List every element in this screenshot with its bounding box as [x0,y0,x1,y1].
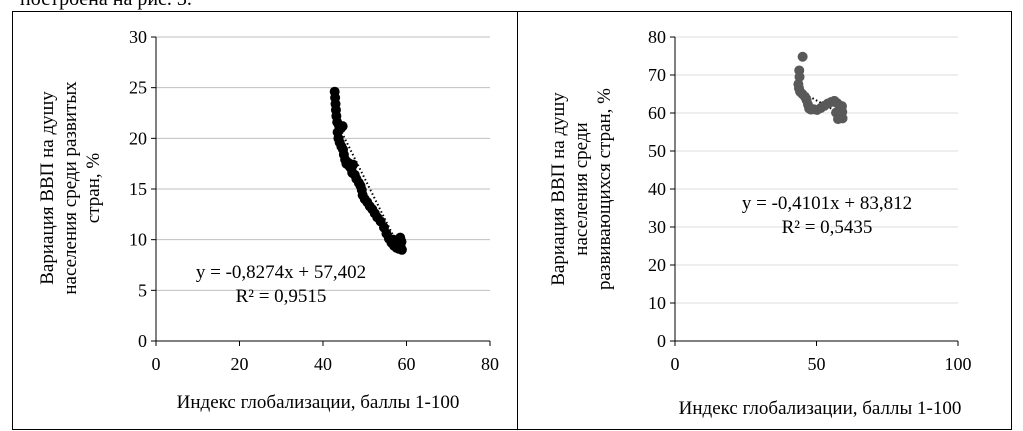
chart1-x-tick-label: 0 [671,354,680,374]
chart0-x-axis-title: Индекс глобализации, баллы 1-100 [177,392,460,413]
chart0-data-point [348,159,359,170]
chart1-y-tick-label: 50 [648,141,666,161]
chart0-y-axis-title: Вариация ВВП на душу населения среди разв… [37,81,104,295]
chart1-y-tick-label: 80 [648,27,666,47]
chart1-y-axis-title: Вариация ВВП на душу населения среди разви… [548,88,615,290]
chart1-y-tick-label: 70 [648,65,666,85]
chart0-y-tick-label: 20 [129,128,147,148]
chart0-x-tick-label: 80 [481,354,499,374]
scatter-chart-developed: 0 5 10 15 20 25 30 0 20 40 60 80 y = -0,8274x + 57,4… [37,27,499,413]
chart0-data-point [388,234,399,245]
chart0-y-axis-title-line: стран, % [83,153,104,224]
chart1-y-tick-label: 40 [648,179,666,199]
chart1-x-tick-label: 50 [808,354,826,374]
chart1-y-axis-title-line: Вариация ВВП на душу [548,92,569,286]
chart0-x-tick-label: 60 [398,354,416,374]
chart0-x-tick-label: 0 [152,354,161,374]
chart1-y-axis-title-line: развивающихся стран, % [594,88,615,290]
chart0-y-tick-label: 15 [129,179,147,199]
chart0-y-tick-label: 30 [129,27,147,47]
chart0-x-tick-label: 40 [314,354,332,374]
chart0-y-tick-label: 0 [138,331,147,351]
chart1-r-squared: R² = 0,5435 [782,217,873,238]
chart1-y-tick-label: 10 [648,293,666,313]
chart1-data-point [833,114,844,125]
chart1-x-tick-label: 100 [945,354,972,374]
scatter-chart-developing: 0 10 20 30 40 50 60 70 80 0 50 100 y = -0,4101x + 83… [548,27,972,419]
body-text-fragment: построена на рис. 3. [20,0,192,10]
chart-panel-developed: 0 5 10 15 20 25 30 0 20 40 60 80 y = -0,8274x + 57,4… [12,11,518,430]
chart1-trend-equation: y = -0,4101x + 83,812 [742,193,912,214]
chart0-y-tick-label: 5 [138,280,147,300]
chart0-y-tick-label: 10 [129,230,147,250]
chart1-y-tick-label: 20 [648,255,666,275]
chart0-data-point [396,244,407,255]
chart0-y-axis-title-line: населения среди развитых [60,81,81,295]
chart1-y-tick-label: 30 [648,217,666,237]
chart0-trendline [333,117,403,254]
chart0-trend-equation: y = -0,8274x + 57,402 [196,262,366,283]
chart0-y-axis-title-line: Вариация ВВП на душу [37,91,58,285]
chart1-data-point [836,101,847,112]
chart1-data-point [797,51,808,62]
chart1-y-tick-label: 60 [648,103,666,123]
chart1-y-axis-title-line: населения среди [571,122,592,255]
chart0-y-tick-label: 25 [129,78,147,98]
chart1-x-axis-title: Индекс глобализации, баллы 1-100 [679,398,962,419]
chart0-x-tick-label: 20 [231,354,249,374]
chart1-y-tick-label: 0 [657,331,666,351]
chart-panel-developing: 0 10 20 30 40 50 60 70 80 0 50 100 y = -0,4101x + 83… [517,11,1012,430]
chart0-r-squared: R² = 0,9515 [236,286,327,307]
